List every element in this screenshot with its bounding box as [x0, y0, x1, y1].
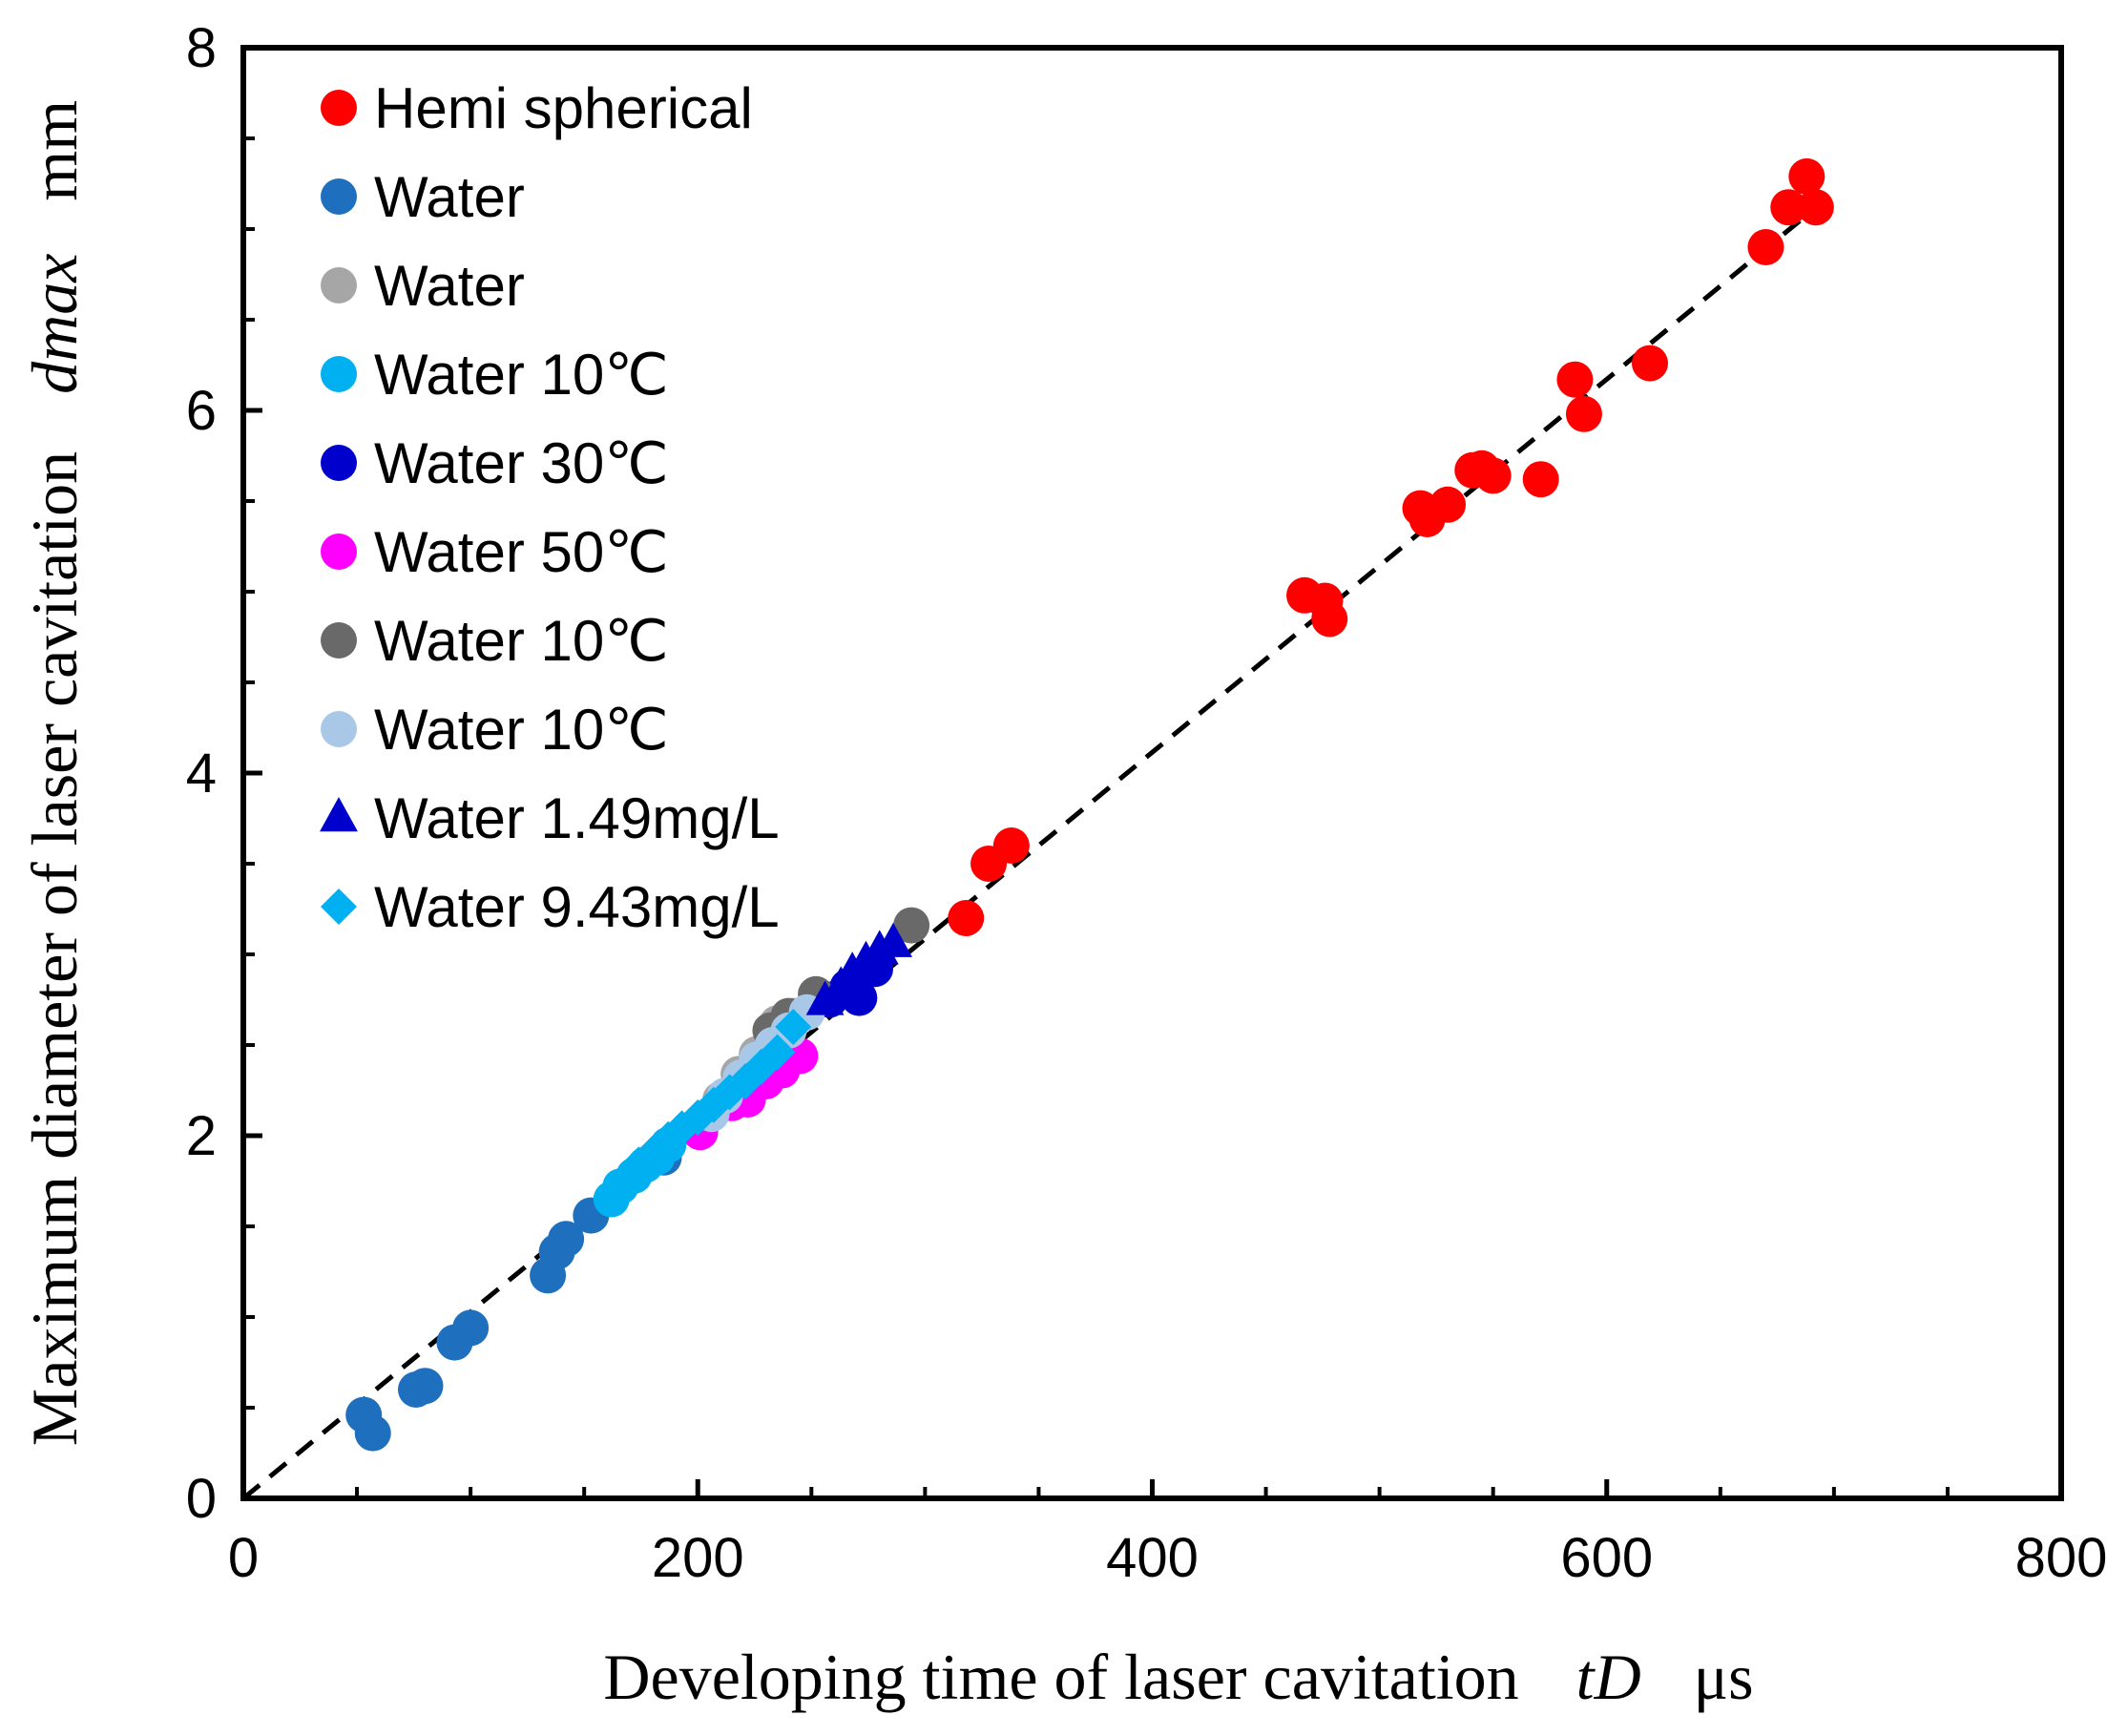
legend-marker	[321, 178, 357, 215]
x-axis-title: Developing time of laser cavitation tD μs	[603, 1641, 1753, 1713]
data-point	[1747, 229, 1784, 265]
data-point	[992, 827, 1030, 864]
legend-item: Water	[321, 165, 525, 229]
x-axis-label: Developing time of laser cavitation	[603, 1641, 1518, 1713]
y-axis-subscript: max	[18, 254, 91, 362]
series-9	[607, 1009, 812, 1198]
legend-label: Water 10℃	[374, 343, 669, 407]
legend-marker	[321, 356, 357, 392]
y-tick-label: 2	[186, 1105, 217, 1167]
data-point	[1556, 361, 1594, 398]
data-point	[1631, 345, 1668, 382]
legend-item: Water	[321, 254, 525, 318]
y-tick-label: 8	[186, 17, 217, 79]
data-point	[893, 907, 930, 944]
legend-marker	[321, 711, 357, 747]
legend-label: Water 50℃	[374, 520, 669, 584]
y-tick-label: 0	[186, 1468, 217, 1530]
legend-label: Water 10℃	[374, 609, 669, 673]
x-tick-label: 200	[652, 1527, 744, 1589]
data-point	[1565, 395, 1602, 432]
x-axis-symbol: t	[1576, 1641, 1596, 1713]
data-point	[775, 1009, 812, 1045]
axis-ticks	[240, 45, 2064, 1501]
x-axis-subscript: D	[1594, 1641, 1641, 1713]
data-point	[759, 1034, 796, 1071]
data-point	[407, 1368, 444, 1405]
legend-marker	[321, 622, 357, 659]
data-point	[452, 1309, 490, 1347]
legend-marker	[321, 267, 357, 303]
legend-label: Hemi spherical	[374, 76, 753, 140]
legend-item: Water 10℃	[321, 343, 669, 407]
data-point	[1788, 157, 1825, 195]
series-0	[948, 157, 1834, 936]
tick-labels: 0 200 400 600 800 0 2 4 6 8	[186, 17, 2108, 1589]
data-point	[1474, 457, 1512, 494]
legend-marker	[321, 533, 357, 570]
y-tick-label: 6	[186, 380, 217, 442]
data-point	[1522, 461, 1559, 498]
data-point	[948, 900, 985, 936]
legend-label: Water 9.43mg/L	[374, 875, 780, 939]
data-point	[1797, 189, 1834, 226]
legend-item: Water 10℃	[321, 609, 669, 673]
legend-item: Water 9.43mg/L	[321, 875, 780, 939]
legend-item: Water 1.49mg/L	[320, 786, 780, 850]
data-point	[548, 1221, 585, 1258]
y-axis-title: Maximum diameter of laser cavitation dmax…	[18, 100, 91, 1446]
x-tick-label: 400	[1106, 1527, 1199, 1589]
legend-label: Water	[374, 254, 525, 318]
legend-marker	[321, 445, 357, 481]
legend-marker	[321, 90, 357, 126]
legend-label: Water	[374, 165, 525, 229]
x-tick-label: 0	[228, 1527, 259, 1589]
legend-item: Water 50℃	[321, 520, 669, 584]
data-point	[874, 922, 912, 957]
series-1	[345, 1139, 682, 1452]
legend: Hemi spherical Water Water Water 10℃ Water 3…	[320, 76, 780, 939]
data-point	[1429, 486, 1467, 523]
legend-label: Water 10℃	[374, 698, 669, 762]
legend-item: Water 30℃	[321, 431, 669, 495]
legend-label: Water 30℃	[374, 431, 669, 495]
y-axis-symbol: d	[18, 361, 91, 394]
legend-item: Water 10℃	[321, 698, 669, 762]
x-tick-label: 800	[2015, 1527, 2108, 1589]
x-axis-unit: μs	[1694, 1641, 1754, 1713]
legend-marker	[320, 797, 358, 832]
series-8	[805, 922, 912, 1015]
legend-item: Hemi spherical	[321, 76, 753, 140]
y-axis-unit: mm	[18, 100, 91, 201]
data-point	[1311, 600, 1348, 638]
x-tick-label: 600	[1560, 1527, 1653, 1589]
data-point	[354, 1414, 391, 1452]
data-points	[345, 157, 1834, 1452]
legend-marker	[321, 889, 357, 925]
y-tick-label: 4	[186, 743, 217, 805]
data-point	[1770, 189, 1807, 226]
legend-label: Water 1.49mg/L	[374, 786, 780, 850]
y-axis-label: Maximum diameter of laser cavitation	[18, 451, 91, 1446]
